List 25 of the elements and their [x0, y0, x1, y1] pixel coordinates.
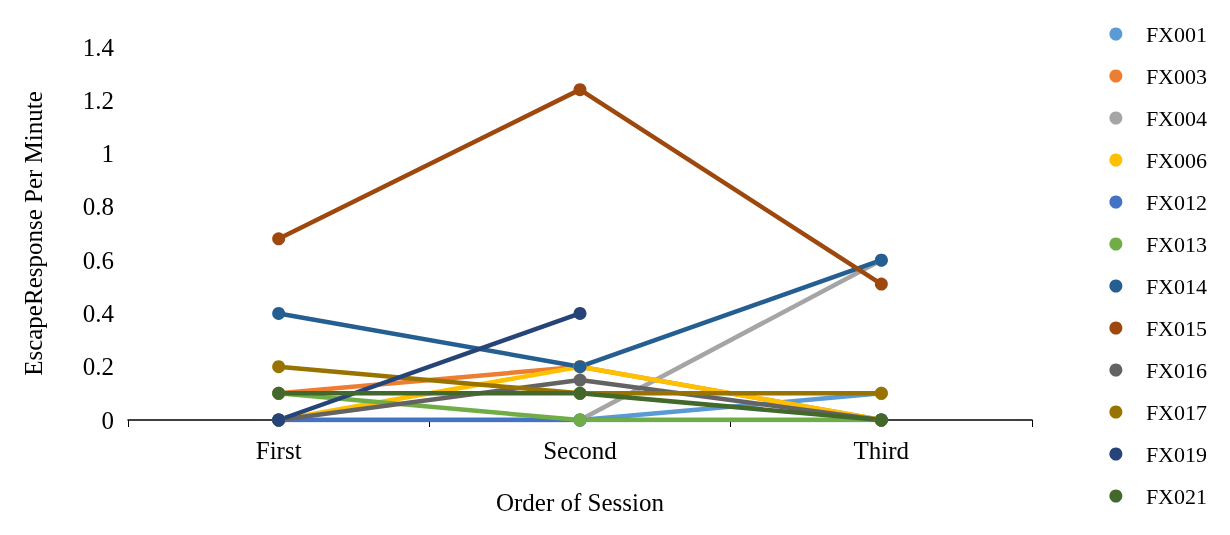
- y-tick-label: 0.2: [82, 353, 114, 381]
- legend-label: FX019: [1145, 441, 1207, 467]
- y-tick-label: 0.4: [82, 299, 115, 327]
- legend-label: FX015: [1145, 315, 1207, 341]
- y-axis-title: EscapeResponse Per Minute: [20, 91, 47, 376]
- x-tick-label: Third: [853, 437, 910, 464]
- y-tick-label: 1.2: [82, 86, 114, 114]
- legend-label: FX017: [1145, 399, 1207, 425]
- legend-label: FX014: [1145, 273, 1207, 299]
- y-tick-label: 0.6: [82, 246, 114, 274]
- legend-label: FX013: [1145, 231, 1207, 257]
- y-tick-label: 0: [101, 406, 114, 434]
- y-tick-label: 0.8: [82, 193, 114, 221]
- legend-label: FX012: [1145, 189, 1207, 215]
- legend-label: FX004: [1145, 105, 1207, 131]
- legend-label: FX016: [1145, 357, 1207, 383]
- legend-label: FX006: [1145, 147, 1207, 173]
- legend-label: FX001: [1145, 21, 1207, 47]
- x-tick-label: Second: [543, 437, 618, 464]
- y-tick-label: 1.4: [82, 33, 115, 61]
- x-axis-title: Order of Session: [495, 489, 665, 516]
- legend-label: FX021: [1145, 483, 1207, 509]
- x-tick-label: First: [255, 437, 302, 464]
- legend-label: FX003: [1145, 63, 1207, 89]
- y-tick-label: 1: [101, 140, 114, 168]
